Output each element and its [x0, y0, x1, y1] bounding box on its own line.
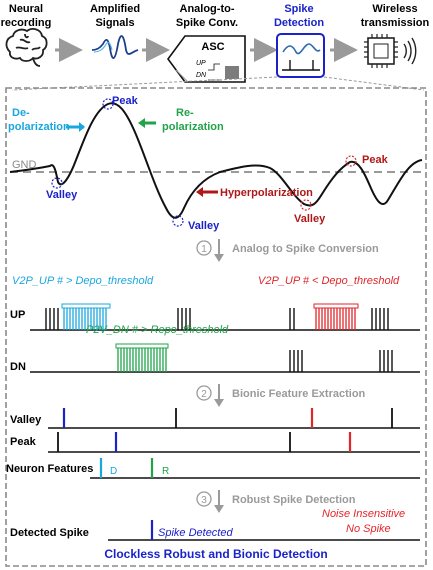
hyperpolarization-arrowhead — [196, 187, 203, 197]
up-burst-red — [313, 303, 359, 330]
stage-label-wireless: Wireless — [372, 3, 417, 15]
stage-label-spike-conv: Spike Conv. — [176, 17, 238, 29]
step-3-label: Robust Spike Detection — [232, 494, 356, 506]
header-labels: Neural recording Amplified Signals Analo… — [1, 3, 430, 29]
asc-dn-label: DN — [196, 72, 207, 79]
spike-detected-label: Spike Detected — [158, 527, 233, 539]
step-2-label: Bionic Feature Extraction — [232, 388, 366, 400]
up-burst-cyan — [61, 303, 111, 330]
asc-block-icon: ASC UP DN — [167, 35, 246, 83]
depolarization-label-2: polarization — [8, 121, 70, 133]
peak-row-label: Peak — [10, 436, 37, 448]
svg-text:2: 2 — [201, 389, 207, 400]
asc-title: ASC — [201, 41, 224, 53]
valley-label-1: Valley — [46, 189, 78, 201]
dn-row-label: DN — [10, 361, 26, 373]
repolarization-label-1: Re- — [176, 107, 194, 119]
svg-text:3: 3 — [201, 495, 207, 506]
feature-r-label: R — [162, 466, 169, 477]
neuron-features-label: Neuron Features — [6, 463, 93, 475]
brain-icon — [5, 28, 48, 67]
step-3: 3 Robust Spike Detection — [196, 490, 356, 513]
p2v-dn-gt-label: P2V_DN # > Repo_threshold — [86, 324, 229, 336]
no-spike-label: No Spike — [346, 523, 391, 535]
v2p-up-lt-label: V2P_UP # < Depo_threshold — [258, 275, 400, 287]
waveform-icon — [91, 35, 139, 59]
stage-label-spike: Spike — [284, 3, 313, 15]
step-2: 2 Bionic Feature Extraction — [196, 384, 366, 407]
dn-burst-green — [115, 343, 169, 372]
neural-waveform — [9, 102, 423, 219]
gnd-label: GND — [12, 159, 37, 171]
repolarization-label-2: polarization — [162, 121, 224, 133]
valley-label-2: Valley — [188, 220, 220, 232]
valley-row-label: Valley — [10, 414, 42, 426]
dn-pulses-black — [289, 350, 393, 372]
chip-wireless-icon — [364, 34, 417, 68]
stage-label-amplified: Amplified — [90, 3, 140, 15]
step-1-label: Analog to Spike Conversion — [232, 243, 379, 255]
v2p-up-gt-label: V2P_UP # > Depo_threshold — [12, 275, 154, 287]
extrema-markers — [51, 98, 357, 227]
detected-spike-row-label: Detected Spike — [10, 527, 89, 539]
main-panel-border — [5, 87, 427, 567]
up-row-label: UP — [10, 309, 25, 321]
depolarization-label-1: De- — [12, 107, 30, 119]
spike-detection-icon — [276, 33, 325, 78]
stage-label-neural: Neural — [9, 3, 43, 15]
asc-up-label: UP — [196, 60, 206, 67]
peak-label-2: Peak — [362, 154, 389, 166]
valley-label-3: Valley — [294, 213, 326, 225]
svg-text:1: 1 — [201, 244, 207, 255]
hyperpolarization-label: Hyperpolarization — [220, 187, 313, 199]
stage-label-analog: Analog-to- — [180, 3, 235, 15]
depolarization-arrowhead — [79, 122, 85, 132]
repolarization-arrowhead — [138, 118, 145, 128]
stage-label-recording: recording — [1, 17, 52, 29]
stage-label-transmission: transmission — [361, 17, 430, 29]
peak-label: Peak — [112, 95, 139, 107]
up-pulses-black — [45, 308, 389, 330]
footer-title: Clockless Robust and Bionic Detection — [104, 547, 327, 561]
stage-label-signals: Signals — [95, 17, 134, 29]
noise-insensitive-label: Noise Insensitive — [322, 508, 405, 520]
feature-d-label: D — [110, 466, 117, 477]
stage-label-detection: Detection — [274, 17, 324, 29]
step-1: 1 Analog to Spike Conversion — [196, 239, 379, 262]
